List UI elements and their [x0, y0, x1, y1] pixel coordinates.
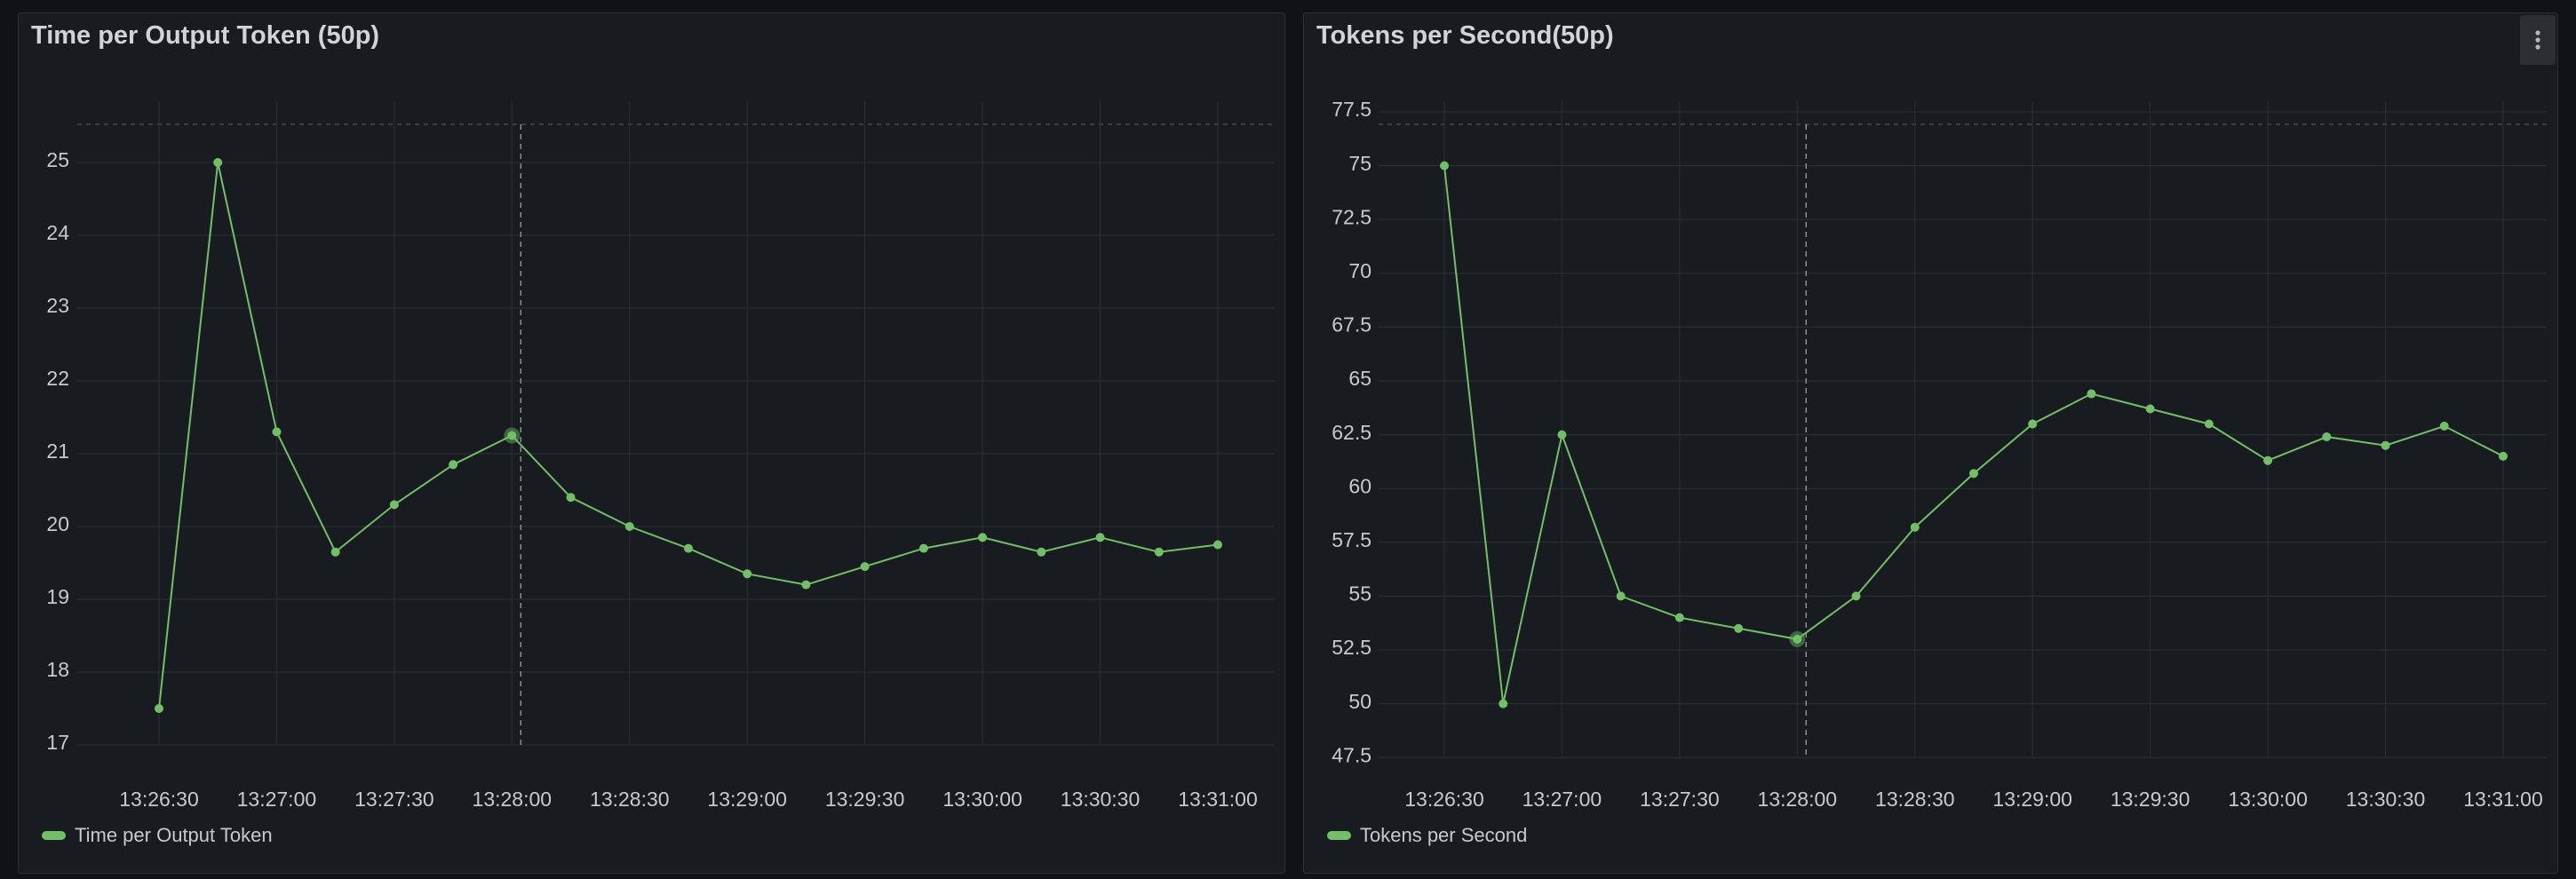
svg-text:18: 18: [46, 658, 69, 681]
svg-text:13:29:00: 13:29:00: [1992, 788, 2072, 811]
svg-text:67.5: 67.5: [1332, 313, 1371, 337]
svg-text:13:30:00: 13:30:00: [942, 788, 1022, 811]
svg-text:13:31:00: 13:31:00: [1178, 788, 1258, 811]
svg-text:13:27:00: 13:27:00: [237, 788, 317, 811]
svg-text:13:29:00: 13:29:00: [707, 788, 787, 811]
svg-text:47.5: 47.5: [1332, 743, 1371, 766]
svg-text:13:27:30: 13:27:30: [354, 788, 434, 811]
svg-text:13:28:00: 13:28:00: [473, 788, 553, 811]
svg-text:13:28:30: 13:28:30: [1875, 788, 1955, 811]
svg-text:13:28:30: 13:28:30: [590, 788, 670, 811]
svg-text:19: 19: [46, 585, 69, 608]
svg-text:13:29:30: 13:29:30: [825, 788, 905, 811]
svg-text:13:27:00: 13:27:00: [1523, 788, 1602, 811]
svg-text:21: 21: [46, 440, 69, 463]
svg-text:72.5: 72.5: [1332, 205, 1371, 228]
svg-text:13:29:30: 13:29:30: [2111, 788, 2190, 811]
svg-text:20: 20: [46, 512, 69, 535]
svg-text:13:31:00: 13:31:00: [2463, 788, 2543, 811]
svg-text:13:30:00: 13:30:00: [2228, 788, 2308, 811]
svg-text:13:30:30: 13:30:30: [1061, 788, 1141, 811]
svg-text:22: 22: [46, 367, 69, 390]
svg-text:62.5: 62.5: [1332, 421, 1371, 444]
svg-text:65: 65: [1348, 367, 1371, 390]
svg-text:52.5: 52.5: [1332, 636, 1371, 659]
svg-text:25: 25: [46, 148, 69, 171]
svg-text:55: 55: [1348, 582, 1371, 606]
svg-text:70: 70: [1348, 259, 1371, 282]
svg-text:24: 24: [46, 221, 69, 244]
svg-text:13:26:30: 13:26:30: [1404, 788, 1484, 811]
svg-text:17: 17: [46, 731, 69, 754]
svg-text:23: 23: [46, 294, 69, 317]
svg-text:13:27:30: 13:27:30: [1640, 788, 1720, 811]
svg-text:75: 75: [1348, 152, 1371, 175]
svg-text:13:30:30: 13:30:30: [2346, 788, 2426, 811]
svg-text:13:28:00: 13:28:00: [1758, 788, 1838, 811]
svg-text:57.5: 57.5: [1332, 528, 1371, 551]
svg-text:60: 60: [1348, 474, 1371, 497]
svg-text:13:26:30: 13:26:30: [119, 788, 199, 811]
svg-text:77.5: 77.5: [1332, 98, 1371, 121]
svg-text:50: 50: [1348, 690, 1371, 713]
